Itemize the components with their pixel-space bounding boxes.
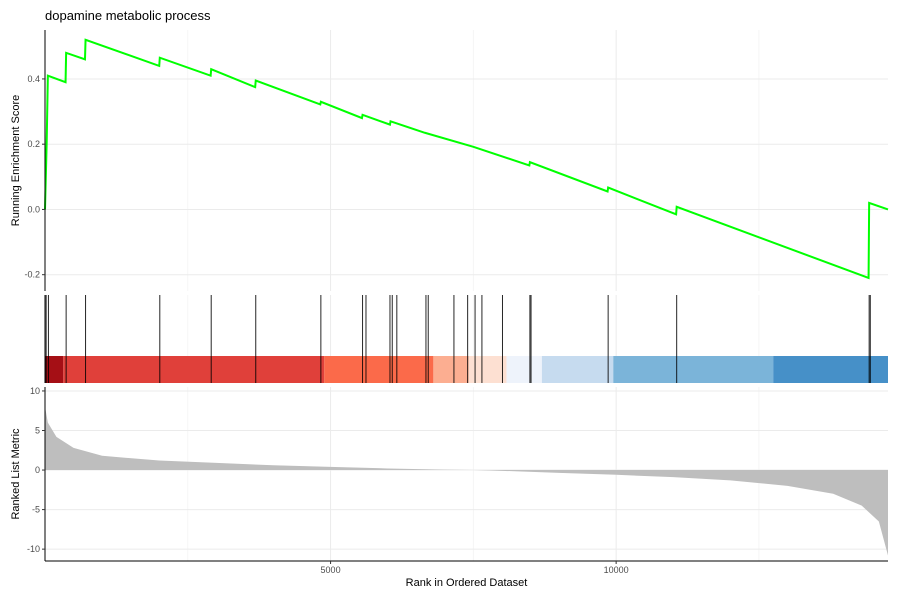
rank-color-band bbox=[506, 356, 542, 383]
y-axis-title-ranked-metric: Ranked List Metric bbox=[10, 428, 22, 520]
rank-color-band bbox=[45, 356, 64, 383]
rank-color-band bbox=[613, 356, 774, 383]
y-tick-label: 0 bbox=[35, 465, 40, 475]
y-tick-label: 5 bbox=[35, 426, 40, 436]
y-tick-label: -0.2 bbox=[24, 270, 40, 280]
rank-color-band bbox=[433, 356, 469, 383]
y-tick-label: 10 bbox=[30, 386, 40, 396]
x-tick-label: 5000 bbox=[321, 565, 341, 575]
ranked-metric-area bbox=[45, 406, 888, 556]
rank-color-band bbox=[468, 356, 507, 383]
x-axis-title: Rank in Ordered Dataset bbox=[406, 577, 528, 589]
rank-color-band bbox=[541, 356, 614, 383]
rank-color-band bbox=[63, 356, 325, 383]
y-tick-label: -10 bbox=[27, 544, 40, 554]
rank-color-band bbox=[324, 356, 434, 383]
y-tick-label: 0.0 bbox=[27, 204, 40, 214]
y-tick-label: 0.4 bbox=[27, 74, 40, 84]
y-tick-label: -5 bbox=[32, 505, 40, 515]
x-tick-label: 10000 bbox=[604, 565, 629, 575]
y-axis-title-running-score: Running Enrichment Score bbox=[10, 95, 22, 226]
running-score-line bbox=[44, 38, 889, 280]
y-tick-label: 0.2 bbox=[27, 139, 40, 149]
chart-title: dopamine metabolic process bbox=[45, 8, 211, 23]
